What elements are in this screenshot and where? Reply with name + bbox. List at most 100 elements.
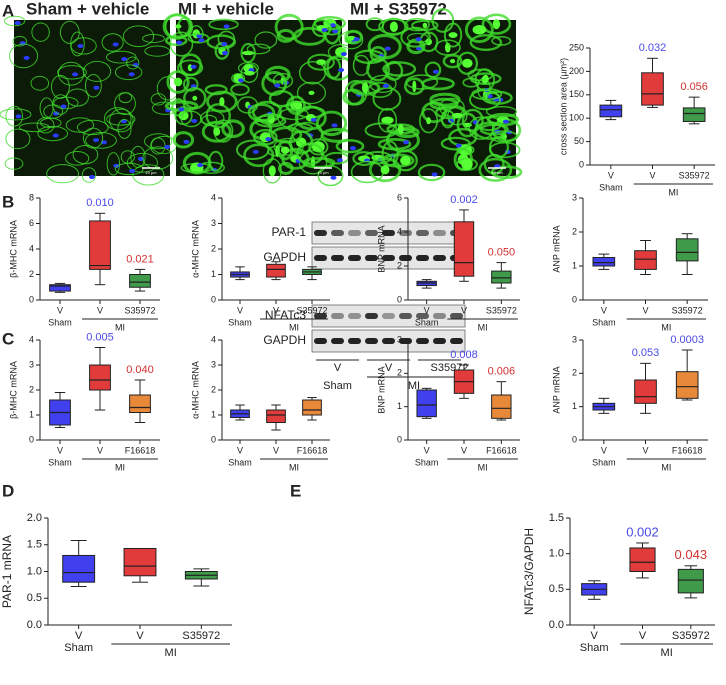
p-value: 0.050 (488, 247, 516, 259)
nucleus (223, 24, 230, 29)
blot-band (331, 338, 344, 344)
cell-outline (440, 109, 455, 129)
x-tick-label: S35972 (486, 305, 517, 315)
nucleus (431, 172, 438, 177)
y-tick-label: 0 (579, 159, 584, 169)
cell-bright (381, 116, 394, 124)
nucleus (221, 50, 228, 55)
y-tick-label: 3 (397, 334, 402, 344)
cell-outline (187, 33, 210, 44)
nucleus (330, 175, 337, 180)
cell-outline (431, 8, 455, 33)
blot-band (416, 338, 429, 344)
cell-outline (367, 33, 402, 60)
cell-outline (142, 146, 174, 170)
cell-bright (461, 158, 473, 171)
cell-outline (489, 130, 518, 143)
cell-bright (173, 77, 183, 87)
cell-outline (335, 139, 365, 154)
cell-outline (39, 117, 62, 128)
x-tick-label: V (237, 445, 243, 455)
p-value: 0.032 (639, 42, 667, 54)
blot-band (399, 313, 412, 319)
nucleus (14, 20, 21, 25)
x-tick-label: V (590, 630, 598, 642)
y-tick-label: 0 (397, 434, 402, 444)
cell-bright (449, 59, 456, 64)
blot-band (382, 338, 395, 344)
cell-outline (70, 37, 97, 55)
cell-outline (199, 110, 225, 127)
y-tick-label: 8 (29, 192, 34, 202)
cell-outline (57, 65, 87, 80)
cell-outline (276, 139, 294, 161)
box (599, 104, 623, 118)
nucleus (72, 72, 79, 77)
nucleus (384, 46, 391, 51)
x-tick-label: V (424, 305, 430, 315)
cell-outline (491, 35, 512, 46)
cell-outline (201, 120, 232, 143)
y-axis-label: α-MHC mRNA (190, 220, 200, 278)
y-tick-label: 150 (569, 89, 584, 99)
x-tick-label: S35972 (679, 170, 710, 180)
blot-band (433, 338, 446, 344)
group-label: Sham (415, 317, 439, 327)
blot-band (416, 230, 429, 236)
cell-outline (419, 108, 439, 134)
image-title: Sham + vehicle (26, 0, 149, 18)
cell-outline (46, 164, 80, 184)
y-tick-label: 2 (29, 384, 34, 394)
group-label: MI (668, 187, 678, 197)
blot-band (314, 338, 327, 344)
cell-outline (4, 15, 26, 27)
blot-band (331, 230, 344, 236)
cell-outline (5, 128, 31, 150)
p-value: 0.006 (488, 366, 516, 378)
box (634, 379, 657, 404)
y-tick-label: 4 (211, 334, 216, 344)
y-tick-label: 3 (211, 218, 216, 228)
y-tick-label: 0 (29, 294, 34, 304)
cell-outline (400, 26, 431, 48)
x-tick-label: V (57, 445, 63, 455)
nucleus (353, 37, 360, 42)
y-tick-label: 3 (29, 359, 34, 369)
cell-outline (296, 81, 327, 105)
y-tick-label: 4 (29, 334, 34, 344)
y-axis-label: BNP mRNA (376, 366, 386, 413)
box (416, 389, 437, 418)
nucleus (310, 117, 317, 122)
blot-band (433, 255, 446, 261)
y-axis-label: PAR-1 mRNA (0, 535, 14, 608)
y-tick-label: 2 (572, 226, 577, 236)
p-value: 0.010 (86, 197, 114, 209)
blot-band (348, 338, 361, 344)
cell-bright (412, 80, 417, 93)
blot-band (433, 313, 446, 319)
blot-label: GAPDH (263, 333, 306, 347)
nucleus (332, 29, 339, 34)
y-tick-label: 1 (397, 401, 402, 411)
nucleus (252, 149, 259, 154)
box (634, 250, 657, 270)
cell-outline (478, 157, 513, 182)
box (677, 568, 704, 594)
nucleus (198, 38, 205, 43)
nucleus (164, 144, 171, 149)
y-tick-label: 250 (569, 42, 584, 52)
y-tick-label: 0.0 (27, 619, 42, 631)
group-label: Sham (580, 642, 609, 654)
cell-outline (126, 152, 158, 173)
x-tick-label: S35972 (672, 305, 703, 315)
nucleus (112, 42, 119, 47)
cell-outline (105, 50, 137, 64)
lane-label: V (334, 362, 342, 374)
nucleus (93, 138, 100, 143)
cell-outline (481, 13, 512, 35)
group-label: Sham (599, 182, 623, 192)
cell-bright (426, 117, 431, 125)
cell-outline (114, 92, 136, 116)
blot-band (314, 230, 327, 236)
y-tick-label: 1 (29, 409, 34, 419)
